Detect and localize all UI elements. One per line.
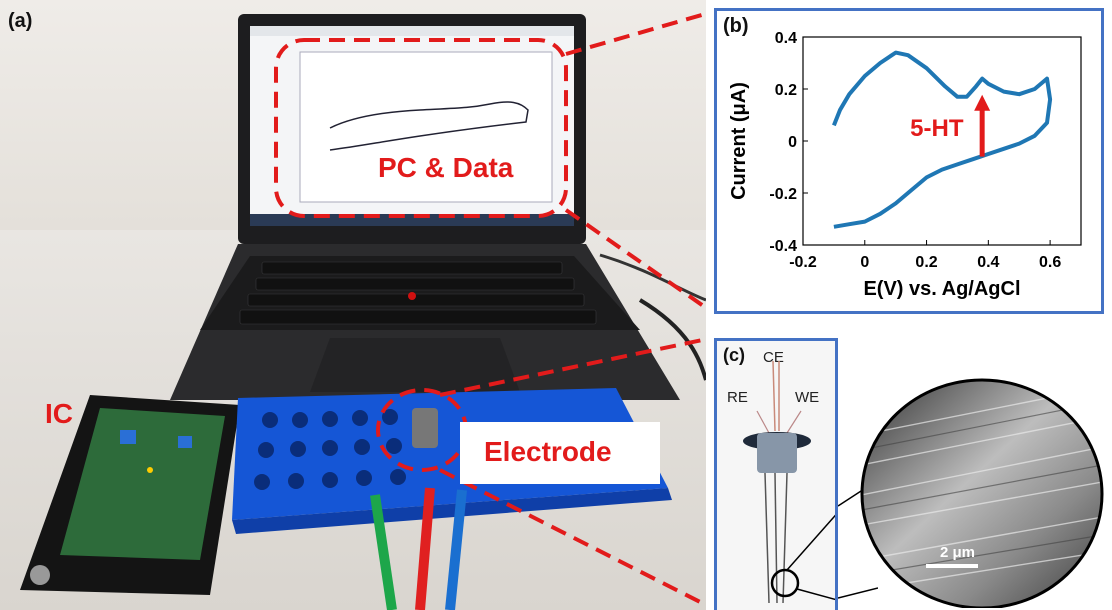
panel-b-label: (b) bbox=[723, 15, 749, 37]
re-label: RE bbox=[727, 389, 748, 406]
x-tick-label: 0.2 bbox=[915, 254, 937, 271]
x-tick-label: 0.4 bbox=[977, 254, 999, 271]
electrode-holder bbox=[412, 408, 438, 448]
y-ticks: 0.4 0.2 0 -0.2 -0.4 bbox=[769, 30, 808, 255]
setup-photo bbox=[0, 0, 706, 610]
ic-label: IC bbox=[45, 398, 73, 429]
cv-plot: 0.40.20-0.2-0.4 -0.2 0 0.2 0.4 0.6 5-HT E(V)… bbox=[728, 30, 1082, 300]
panel-c-label: (c) bbox=[723, 345, 745, 365]
scale-bar-label: 2 μm bbox=[940, 544, 976, 561]
panel-a-photo bbox=[0, 0, 706, 610]
x-axis-label: E(V) vs. Ag/AgCl bbox=[863, 278, 1020, 300]
zoom-circle bbox=[770, 568, 800, 598]
ic-box bbox=[20, 395, 240, 595]
cv-curve bbox=[832, 50, 1053, 229]
pc-data-label: PC & Data bbox=[378, 152, 514, 183]
tube-rack bbox=[232, 388, 672, 534]
x-tick-label: 0 bbox=[860, 254, 869, 271]
panel-c-electrode: (c) CE RE WE bbox=[714, 338, 838, 610]
panel-a-label: (a) bbox=[8, 10, 33, 32]
electrode-label-box bbox=[460, 422, 660, 484]
annotation-5ht: 5-HT bbox=[910, 115, 964, 142]
y-tick-label: -0.2 bbox=[769, 186, 797, 203]
y-tick-label: -0.4 bbox=[769, 238, 797, 255]
x-tick-label: -0.2 bbox=[789, 254, 817, 271]
panel-b-chart: (b) 0.4 0.2 0 -0.2 -0.4 -0.2 0 0.2 0.4 0.6 5-HT … bbox=[714, 8, 1104, 314]
x-ticks: -0.2 0 0.2 0.4 0.6 bbox=[789, 240, 1061, 271]
y-tick-label: 0.4 bbox=[775, 30, 797, 47]
electrode-label: Electrode bbox=[484, 436, 612, 467]
electrode-photo bbox=[743, 360, 835, 604]
trackpoint bbox=[408, 292, 416, 300]
annotation-arrow-head bbox=[974, 94, 991, 111]
x-tick-label: 0.6 bbox=[1039, 254, 1061, 271]
alligator-clips bbox=[370, 487, 467, 610]
y-tick-label: 0 bbox=[788, 134, 797, 151]
y-tick-label: 0.2 bbox=[775, 82, 797, 99]
y-axis-label: Current (μA) bbox=[728, 82, 750, 200]
we-label: WE bbox=[795, 389, 820, 406]
callout-lines bbox=[274, 11, 706, 608]
laptop bbox=[170, 14, 680, 400]
sem-image bbox=[860, 378, 1104, 608]
